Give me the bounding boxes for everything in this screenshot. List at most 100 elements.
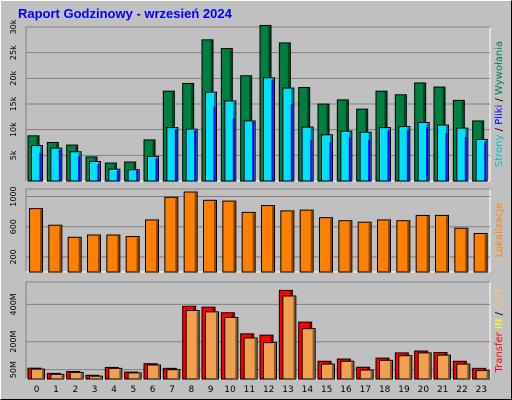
kb-out-bar [89,375,103,380]
x-tick-label: 4 [111,385,117,395]
files-bar [97,164,100,181]
sites-bar-shade [426,216,429,272]
sites-bar-shade [214,201,216,272]
kb-out-bar [340,360,355,380]
files-bar [78,156,81,181]
kb-out-bar [31,368,45,380]
kb-out-bar-body [398,355,413,380]
sites-bar-body [67,236,82,273]
sites-bar-body [357,221,372,273]
sites-bar-body [473,233,488,273]
kb-out-bar-shade [409,356,412,379]
kb-out-bar [127,372,142,380]
sites-bar-shade [484,234,487,272]
pages-bar-body [185,128,198,182]
kb-out-bar-shade [216,312,218,379]
legend-part: Strony [494,135,505,168]
kb-out-bar-shade [158,366,160,379]
sites-bar-body [338,220,353,273]
files-bar [194,130,197,181]
x-tick-label: 22 [456,385,467,395]
kb-out-bar-body [224,316,239,380]
y-tick-label: 200M [9,331,18,353]
legend-part: OUT [494,287,505,312]
kb-out-bar-body [379,359,393,380]
x-tick-label: 1 [53,385,59,395]
kb-out-bar [321,363,335,380]
sites-bar-body [145,219,159,273]
kb-out-bar [69,371,84,380]
sites-bar-shade [156,220,158,272]
pages-bar-body [321,134,333,182]
sites-bar-shade [252,213,255,272]
files-bar [310,139,313,181]
sites-bar [67,236,82,273]
sites-bar [338,220,353,273]
kb-out-bar-body [340,360,355,380]
pages-bar-body [301,126,314,182]
kb-out-bar-shade [196,311,199,379]
kb-out-bar [379,359,393,380]
y-tick-label: 50M [9,361,18,378]
files-bar [484,142,487,181]
kb-out-bar [475,370,490,380]
sites-bar-body [29,208,43,273]
files-bar [271,80,274,181]
pages-bar-body [417,121,430,182]
sites-bar-shade [272,206,274,272]
files-bar [232,118,235,181]
kb-out-bar-body [282,295,297,380]
kb-out-bar-shade [293,296,296,379]
sites-bar-body [319,217,333,273]
kb-out-bar-body [437,354,451,380]
sites-bar [48,224,63,273]
sites-bar-shade [368,223,371,272]
kb-out-bar-body [417,352,432,380]
sites-bar [164,196,179,273]
x-tick-label: 10 [224,385,236,395]
files-bar [406,130,409,181]
pages-bar-body [398,126,411,182]
kb-out-bar-body [31,368,45,380]
pages-bar-body [437,124,449,182]
y-tick-label: 400M [9,293,18,315]
kb-out-bar-shade [119,369,122,379]
sites-bar-shade [136,237,139,272]
sites-bar-shade [194,193,197,272]
kb-out-bar [50,373,65,380]
sites-bar [396,220,411,273]
sites-bar-body [261,205,275,273]
sites-bar-shade [98,236,100,272]
sites-bar [319,217,333,273]
kb-out-bar [166,369,181,380]
kb-out-bar [205,311,219,380]
x-tick-label: 9 [208,385,214,395]
sites-bar [299,209,314,273]
kb-out-bar-body [147,364,161,380]
kb-out-bar-body [263,342,277,380]
kb-out-bar-body [456,363,471,380]
sites-bar-body [106,234,121,273]
files-bar [58,150,61,181]
kb-out-bar-shade [61,375,64,379]
sites-bar-shade [117,236,120,272]
x-tick-label: 11 [244,385,255,395]
sites-bar-body [415,214,430,273]
x-tick-label: 20 [418,385,430,395]
sites-bar [125,236,140,273]
sites-bar-body [48,224,63,273]
y-tick-label: 10k [9,122,18,137]
chart-panel-2: 200 600 1000 [9,186,491,273]
files-bar [464,136,467,181]
kb-out-bar-shade [254,338,257,379]
pages-bar-body [147,155,159,182]
legend-label-middle: Lokalizacje [494,203,505,258]
pages-bar-body [166,127,179,182]
pages-bar-body [127,169,140,182]
files-bar [155,158,158,181]
y-tick-label: 600 [9,219,18,234]
legend-part: Lokalizacje [494,203,505,258]
files-bar [387,130,390,181]
x-tick-label: 12 [263,385,274,395]
files-bar [348,137,351,181]
